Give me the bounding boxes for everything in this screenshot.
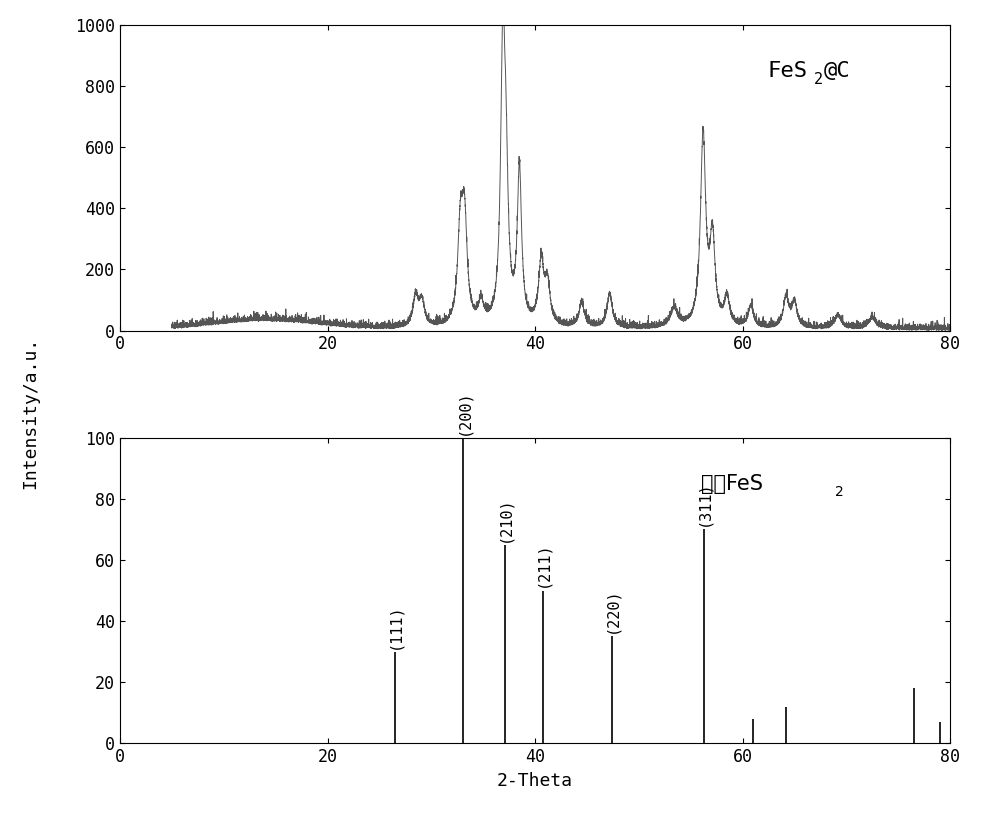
Text: (211): (211) xyxy=(536,542,551,587)
Text: @C: @C xyxy=(824,61,851,82)
Text: Intensity/a.u.: Intensity/a.u. xyxy=(21,337,39,489)
Text: (311): (311) xyxy=(697,481,712,526)
Text: (210): (210) xyxy=(497,496,512,542)
Text: 2: 2 xyxy=(814,72,823,88)
X-axis label: 2-Theta: 2-Theta xyxy=(497,771,573,790)
Text: (200): (200) xyxy=(456,389,471,434)
Text: (220): (220) xyxy=(604,587,619,634)
Text: FeS: FeS xyxy=(767,61,808,82)
Text: 2: 2 xyxy=(835,485,844,499)
Text: 标准FeS: 标准FeS xyxy=(701,474,763,494)
Text: (111): (111) xyxy=(387,603,402,648)
